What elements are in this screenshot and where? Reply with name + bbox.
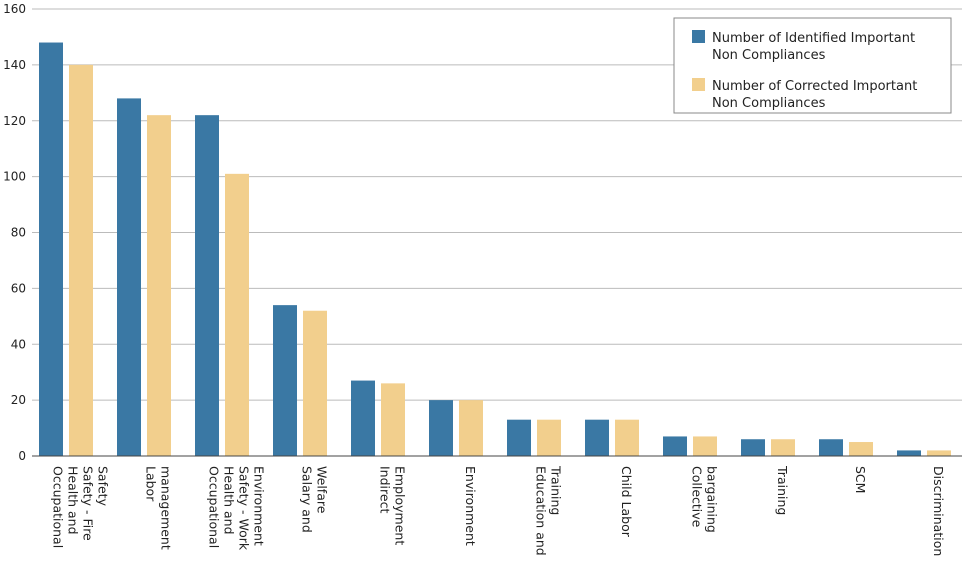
x-tick-label-line: Labor xyxy=(144,466,159,502)
x-tick-label-line: Occupational xyxy=(207,466,222,548)
bar-series-2-8 xyxy=(615,419,639,456)
bar-series-2-2 xyxy=(147,115,171,456)
x-tick-label-line: SCM xyxy=(853,466,868,493)
bar-series-1-10 xyxy=(741,439,765,456)
x-tick-label-line: Environment xyxy=(463,466,478,546)
x-tick-label: Education and Training xyxy=(534,465,564,556)
x-tick-label: Salary and Welfare xyxy=(300,466,330,533)
x-axis: Occupational Health and Safety - Fire Safet… xyxy=(32,455,962,556)
x-tick-label-line: Occupational xyxy=(51,466,66,548)
y-tick-label: 60 xyxy=(11,281,26,295)
bar-series-1-9 xyxy=(663,436,687,456)
x-tick-label-line: bargaining xyxy=(705,466,720,533)
legend-label: Number of Identified Important xyxy=(712,31,915,46)
x-tick-label-line: Indirect xyxy=(378,466,393,513)
bar-series-2-1 xyxy=(69,64,93,456)
x-tick-label-line: Environment xyxy=(252,466,267,546)
x-tick-label: Indirect Employment xyxy=(378,466,408,545)
gridlines xyxy=(32,8,962,401)
bar-series-2-6 xyxy=(459,400,483,456)
x-tick-label: Occupational Health and Safety - Fire Safet… xyxy=(51,466,111,548)
y-tick-label: 80 xyxy=(11,226,26,240)
y-tick-label: 40 xyxy=(11,337,26,351)
x-tick-label-line: management xyxy=(159,466,174,550)
bar-series-2-4 xyxy=(303,310,327,456)
bar-series-1-11 xyxy=(819,439,843,456)
x-tick-label: Occupational Health and Safety - Work Envir… xyxy=(207,466,267,551)
x-tick-label-line: Health and xyxy=(222,466,237,535)
bar-series-1-5 xyxy=(351,380,375,456)
x-tick-label-line: Discrimination xyxy=(931,466,946,556)
x-tick-label: SCM xyxy=(853,466,868,493)
x-tick-label-line: Safety - Work xyxy=(237,466,252,551)
legend-swatch-1 xyxy=(692,30,705,43)
y-tick-label: 160 xyxy=(3,2,26,16)
x-tick-label: Environment xyxy=(463,466,478,546)
bar-series-2-12 xyxy=(927,450,951,456)
x-tick-label-line: Employment xyxy=(393,466,408,545)
bar-series-2-7 xyxy=(537,419,561,456)
legend-swatch-2 xyxy=(692,78,705,91)
x-tick-label: Collective bargaining xyxy=(690,466,720,533)
legend: Number of Identified Important Non Compli… xyxy=(673,17,952,114)
x-tick-label: Child Labor xyxy=(619,466,634,538)
bars xyxy=(39,42,951,457)
x-tick-label-line: Collective xyxy=(690,466,705,528)
legend-label: Non Compliances xyxy=(712,96,826,111)
x-tick-label-line: Education and xyxy=(534,466,549,556)
y-tick-label: 100 xyxy=(3,170,26,184)
y-tick-label: 20 xyxy=(11,393,26,407)
y-axis: 0 20 40 60 80 100 120 140 160 xyxy=(3,2,26,463)
bar-series-2-11 xyxy=(849,442,873,456)
x-tick-label-line: Welfare xyxy=(315,466,330,514)
bar-series-2-10 xyxy=(771,439,795,456)
bar-series-1-8 xyxy=(585,419,609,456)
bar-series-2-5 xyxy=(381,383,405,456)
bar-series-1-4 xyxy=(273,305,297,456)
x-tick-label-line: Safety xyxy=(96,466,111,507)
x-tick-label: Labor management xyxy=(144,466,174,550)
legend-label: Number of Corrected Important xyxy=(712,79,917,94)
y-tick-label: 120 xyxy=(3,114,26,128)
legend-box xyxy=(673,17,952,114)
x-tick-label-line: Training xyxy=(775,465,790,515)
x-tick-label-line: Child Labor xyxy=(619,466,634,538)
bar-series-1-2 xyxy=(117,98,141,457)
x-tick-label: Discrimination xyxy=(931,466,946,556)
y-tick-label: 140 xyxy=(3,58,26,72)
x-tick-label-line: Training xyxy=(549,465,564,515)
bar-series-1-7 xyxy=(507,419,531,456)
x-tick-label-line: Health and xyxy=(66,466,81,535)
x-tick-label: Training xyxy=(775,465,790,515)
bar-series-2-3 xyxy=(225,173,249,457)
y-tick-label: 0 xyxy=(18,449,26,463)
bar-series-2-9 xyxy=(693,436,717,456)
bar-series-1-6 xyxy=(429,400,453,456)
bar-series-1-12 xyxy=(897,450,921,456)
bar-series-1-3 xyxy=(195,115,219,456)
bar-series-1-1 xyxy=(39,42,63,457)
x-tick-label-line: Safety - Fire xyxy=(81,466,96,541)
legend-label: Non Compliances xyxy=(712,48,826,63)
x-tick-label-line: Salary and xyxy=(300,466,315,533)
